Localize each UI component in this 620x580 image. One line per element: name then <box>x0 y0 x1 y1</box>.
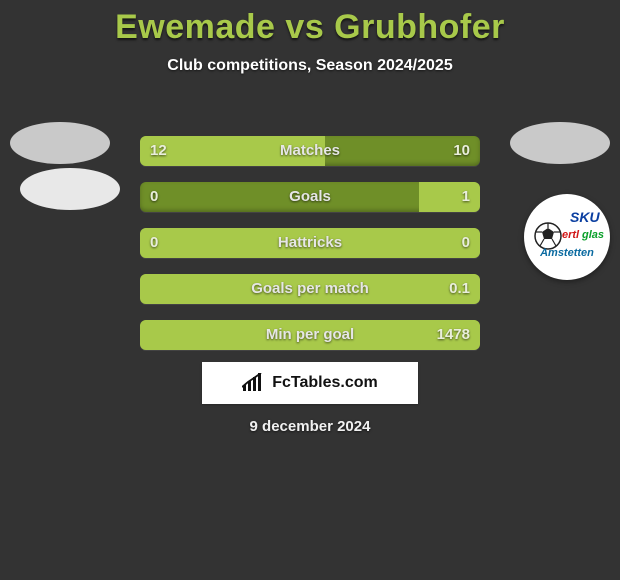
stat-row: 0 Goals 1 <box>0 174 620 220</box>
stat-bar: Min per goal 1478 <box>140 320 480 350</box>
player-badge-right <box>510 122 610 164</box>
stat-label: Hattricks <box>140 228 480 258</box>
stat-label: Goals per match <box>140 274 480 304</box>
stat-label: Min per goal <box>140 320 480 350</box>
club-logo-text-top: SKU <box>570 209 600 225</box>
stat-row: Goals per match 0.1 <box>0 266 620 312</box>
page-subtitle: Club competitions, Season 2024/2025 <box>0 57 620 75</box>
stat-right-value: 1 <box>462 182 470 212</box>
stat-right-value: 1478 <box>437 320 470 350</box>
bar-chart-icon <box>242 373 266 393</box>
stat-right-value: 0 <box>462 228 470 258</box>
stat-bar: 12 Matches 10 <box>140 136 480 166</box>
stat-right-value: 10 <box>453 136 470 166</box>
stat-bar: Goals per match 0.1 <box>140 274 480 304</box>
stat-row: 12 Matches 10 <box>0 128 620 174</box>
widget-root: Ewemade vs Grubhofer Club competitions, … <box>0 8 620 580</box>
stat-bar: 0 Goals 1 <box>140 182 480 212</box>
stat-label: Matches <box>140 136 480 166</box>
footer-date: 9 december 2024 <box>0 418 620 435</box>
stat-label: Goals <box>140 182 480 212</box>
brand-box[interactable]: FcTables.com <box>202 362 418 404</box>
brand-label: FcTables.com <box>272 374 378 392</box>
stat-row: Min per goal 1478 <box>0 312 620 358</box>
club-logo-svg: SKU ertl glas Amstetten <box>528 198 606 276</box>
page-title: Ewemade vs Grubhofer <box>0 8 620 47</box>
stat-right-value: 0.1 <box>449 274 470 304</box>
club-logo-text-mid1: ertl <box>562 229 580 241</box>
stat-bar: 0 Hattricks 0 <box>140 228 480 258</box>
club-logo-text-mid2: glas <box>581 229 604 241</box>
player-badge-left-alt <box>20 168 120 210</box>
player-badge-left <box>10 122 110 164</box>
club-logo-right: SKU ertl glas Amstetten <box>524 194 610 280</box>
club-logo-text-bottom: Amstetten <box>539 247 594 259</box>
